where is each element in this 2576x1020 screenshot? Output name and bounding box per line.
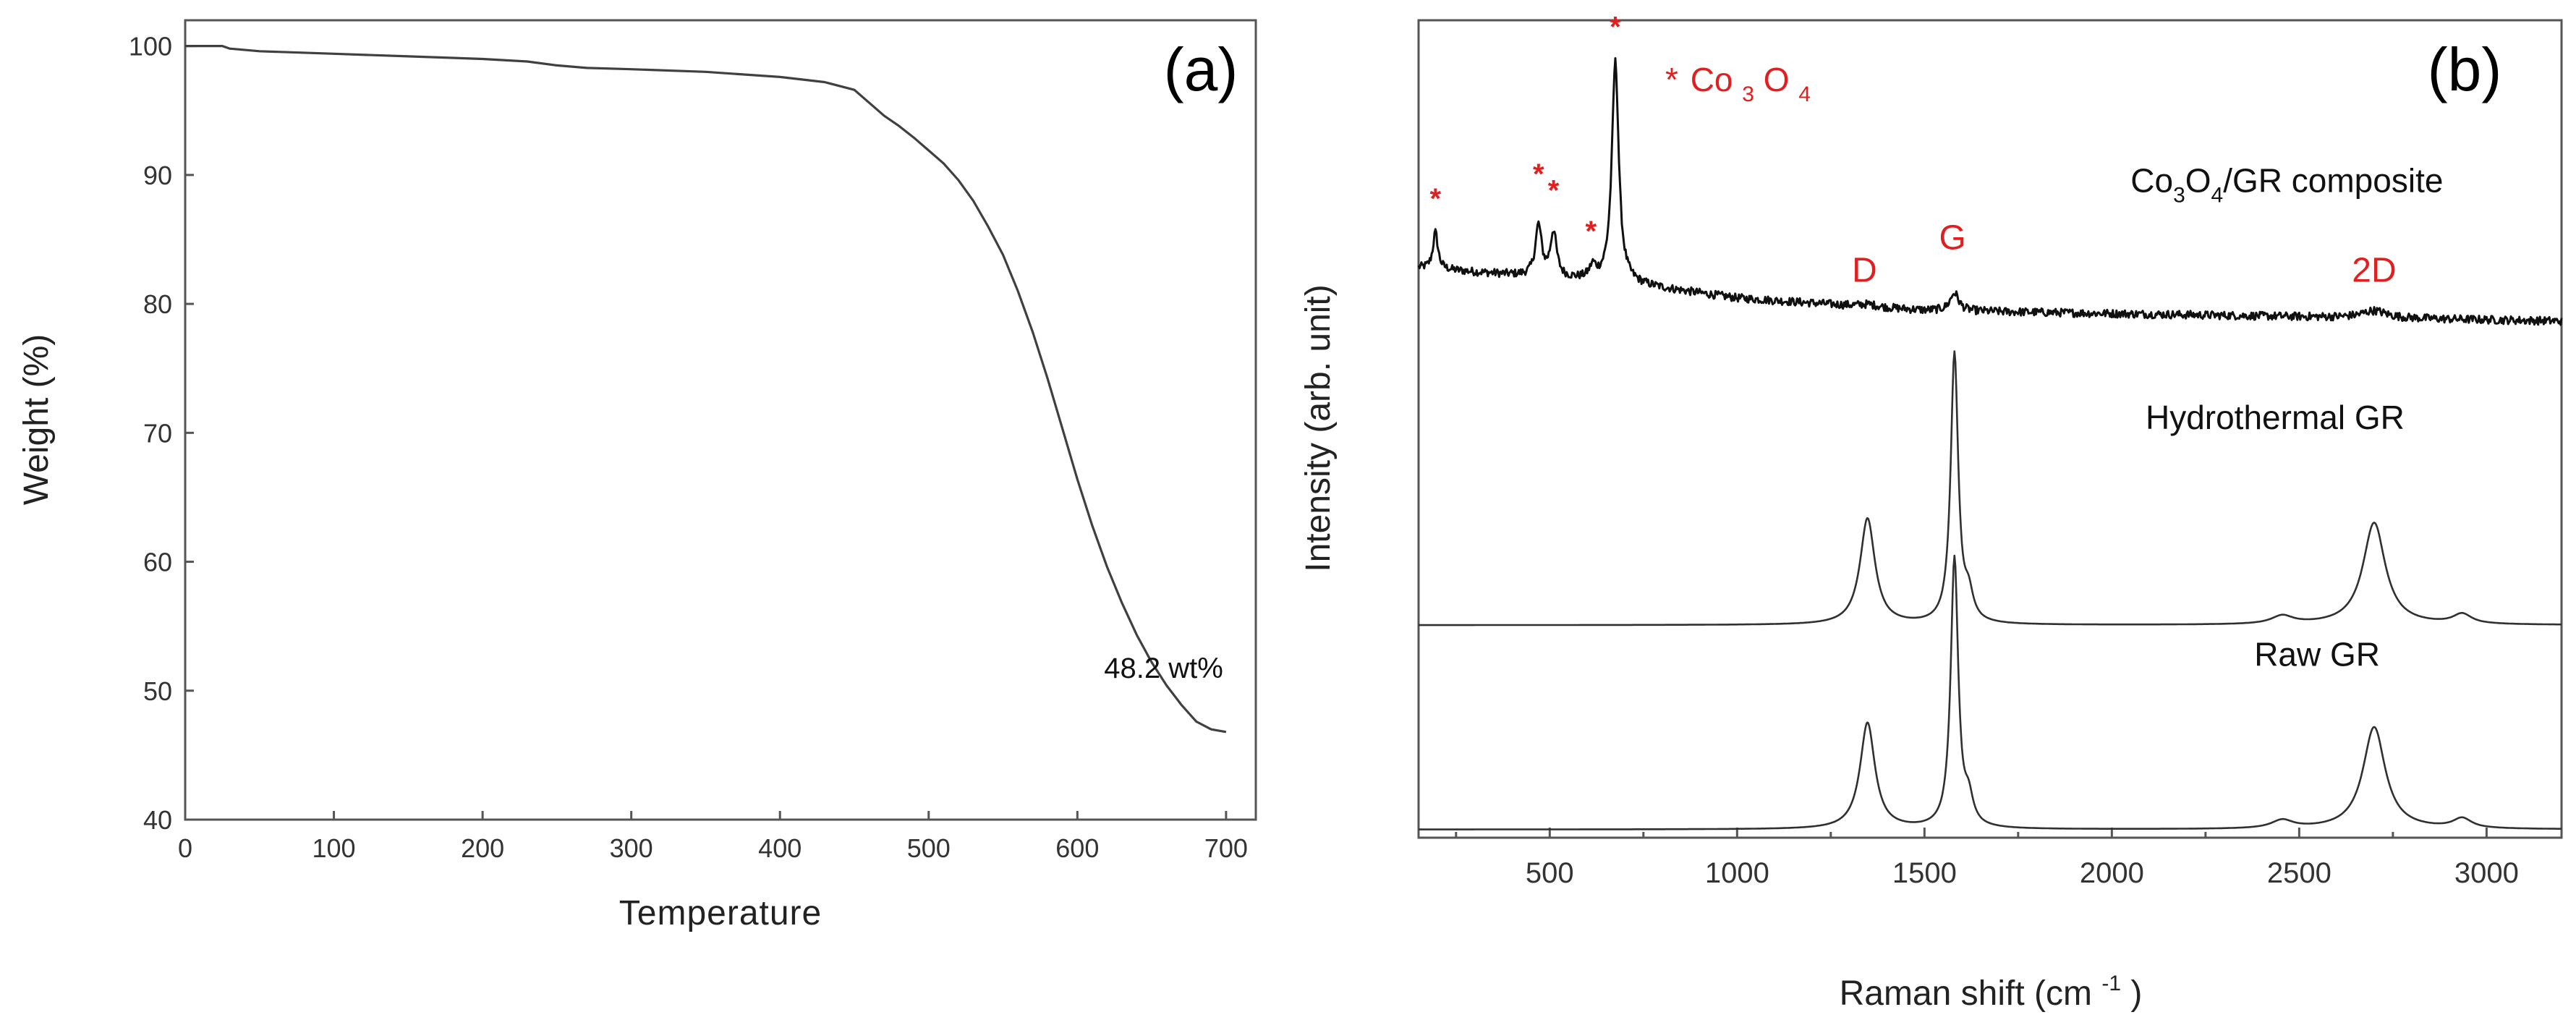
band-label-g: G bbox=[1939, 218, 1966, 257]
panel-a-series bbox=[185, 45, 1227, 734]
peak-marker-asterisk: * bbox=[1586, 216, 1597, 247]
y-tick-label: 60 bbox=[143, 548, 172, 577]
y-tick-label: 70 bbox=[143, 418, 172, 448]
panel-a-ticks: 0 100 200 300 400 500 600 700 40 50 60 70 80 90 100 bbox=[129, 32, 1248, 863]
panel-a-label: (a) bbox=[1164, 35, 1238, 103]
panel-a-y-axis-title: Weight (%) bbox=[17, 334, 56, 506]
x-axis-title-sup: -1 bbox=[2101, 972, 2121, 995]
y-tick-label: 80 bbox=[143, 289, 172, 319]
series-line-raw-gr bbox=[1419, 554, 2562, 830]
x-tick-label: 2000 bbox=[2080, 857, 2144, 889]
series-label-part: O bbox=[2185, 161, 2211, 199]
legend-sub1: 3 bbox=[1742, 82, 1754, 106]
x-tick-label: 400 bbox=[758, 833, 802, 863]
x-tick-label: 600 bbox=[1055, 833, 1099, 863]
panel-b-series-labels: Co3O4/GR composite Hydrothermal GR Raw GR bbox=[2130, 161, 2443, 673]
x-axis-title-main: Raman shift (cm bbox=[1840, 974, 2092, 1013]
panel-b-ticks: 500 1000 1500 2000 2500 3000 bbox=[1455, 828, 2519, 889]
x-tick-label: 100 bbox=[313, 833, 356, 863]
peak-marker-asterisk: * bbox=[1610, 12, 1621, 43]
panel-b-y-axis-title: Intensity (arb. unit) bbox=[1299, 284, 1338, 572]
x-tick-label: 3000 bbox=[2454, 857, 2519, 889]
y-tick-label: 90 bbox=[143, 161, 172, 190]
x-tick-label: 300 bbox=[610, 833, 653, 863]
peak-marker-asterisk: * bbox=[1548, 175, 1560, 207]
panel-b-x-axis-title: Raman shift (cm -1 ) bbox=[1840, 960, 2143, 1013]
x-tick-label: 1000 bbox=[1705, 857, 1769, 889]
x-axis-title-end: ) bbox=[2130, 974, 2142, 1013]
legend-marker: * bbox=[1665, 61, 1678, 98]
x-tick-label: 0 bbox=[178, 833, 192, 863]
x-tick-label: 500 bbox=[907, 833, 951, 863]
panel-b-band-labels: D G 2D bbox=[1852, 218, 2397, 289]
legend-sub2: 4 bbox=[1798, 82, 1811, 106]
series-line-hydrothermal-gr bbox=[1419, 350, 2562, 626]
x-tick-label: 1500 bbox=[1892, 857, 1957, 889]
panel-b-raman-plot: 500 1000 1500 2000 2500 3000 Co3O4/GR composi… bbox=[1299, 12, 2563, 1013]
panel-a-plot-frame bbox=[184, 19, 1257, 821]
x-tick-label: 500 bbox=[1526, 857, 1574, 889]
series-label-part: /GR composite bbox=[2223, 161, 2443, 199]
series-label-raw-gr: Raw GR bbox=[2254, 636, 2380, 673]
legend-base: Co bbox=[1691, 61, 1733, 98]
panel-a-x-axis-title: Temperature bbox=[619, 894, 822, 932]
panel-b-series bbox=[1417, 57, 2563, 830]
legend-mid: O bbox=[1764, 61, 1790, 98]
peak-marker-asterisk: * bbox=[1430, 183, 1442, 215]
series-line-co-gr-composite bbox=[1417, 57, 2563, 326]
series-line-tga bbox=[185, 45, 1227, 734]
series-label-hydrothermal-gr: Hydrothermal GR bbox=[2146, 399, 2405, 436]
series-label-part: 4 bbox=[2211, 183, 2224, 207]
y-tick-label: 50 bbox=[143, 676, 172, 706]
annotation-48-2-wt: 48.2 wt% bbox=[1104, 653, 1223, 684]
series-label-part: 3 bbox=[2173, 183, 2185, 207]
series-label-part: Co bbox=[2130, 161, 2173, 199]
panel-b-plot-frame bbox=[1417, 19, 2563, 839]
y-tick-label: 100 bbox=[129, 32, 172, 61]
x-tick-label: 2500 bbox=[2267, 857, 2331, 889]
panel-a-tga-plot: 0 100 200 300 400 500 600 700 40 50 60 70 80 90 100 (a… bbox=[17, 19, 1257, 932]
panel-b-peak-markers: ***** bbox=[1430, 12, 1622, 248]
panel-b-label: (b) bbox=[2428, 35, 2502, 103]
peak-marker-asterisk: * bbox=[1533, 158, 1544, 190]
x-tick-label: 200 bbox=[461, 833, 504, 863]
band-label-2d: 2D bbox=[2352, 252, 2396, 290]
band-label-d: D bbox=[1852, 252, 1877, 290]
legend-co3o4: * Co 3 O 4 bbox=[1665, 61, 1811, 109]
y-tick-label: 40 bbox=[143, 805, 172, 835]
x-tick-label: 700 bbox=[1204, 833, 1248, 863]
series-label-co-gr-composite: Co3O4/GR composite bbox=[2130, 161, 2443, 207]
